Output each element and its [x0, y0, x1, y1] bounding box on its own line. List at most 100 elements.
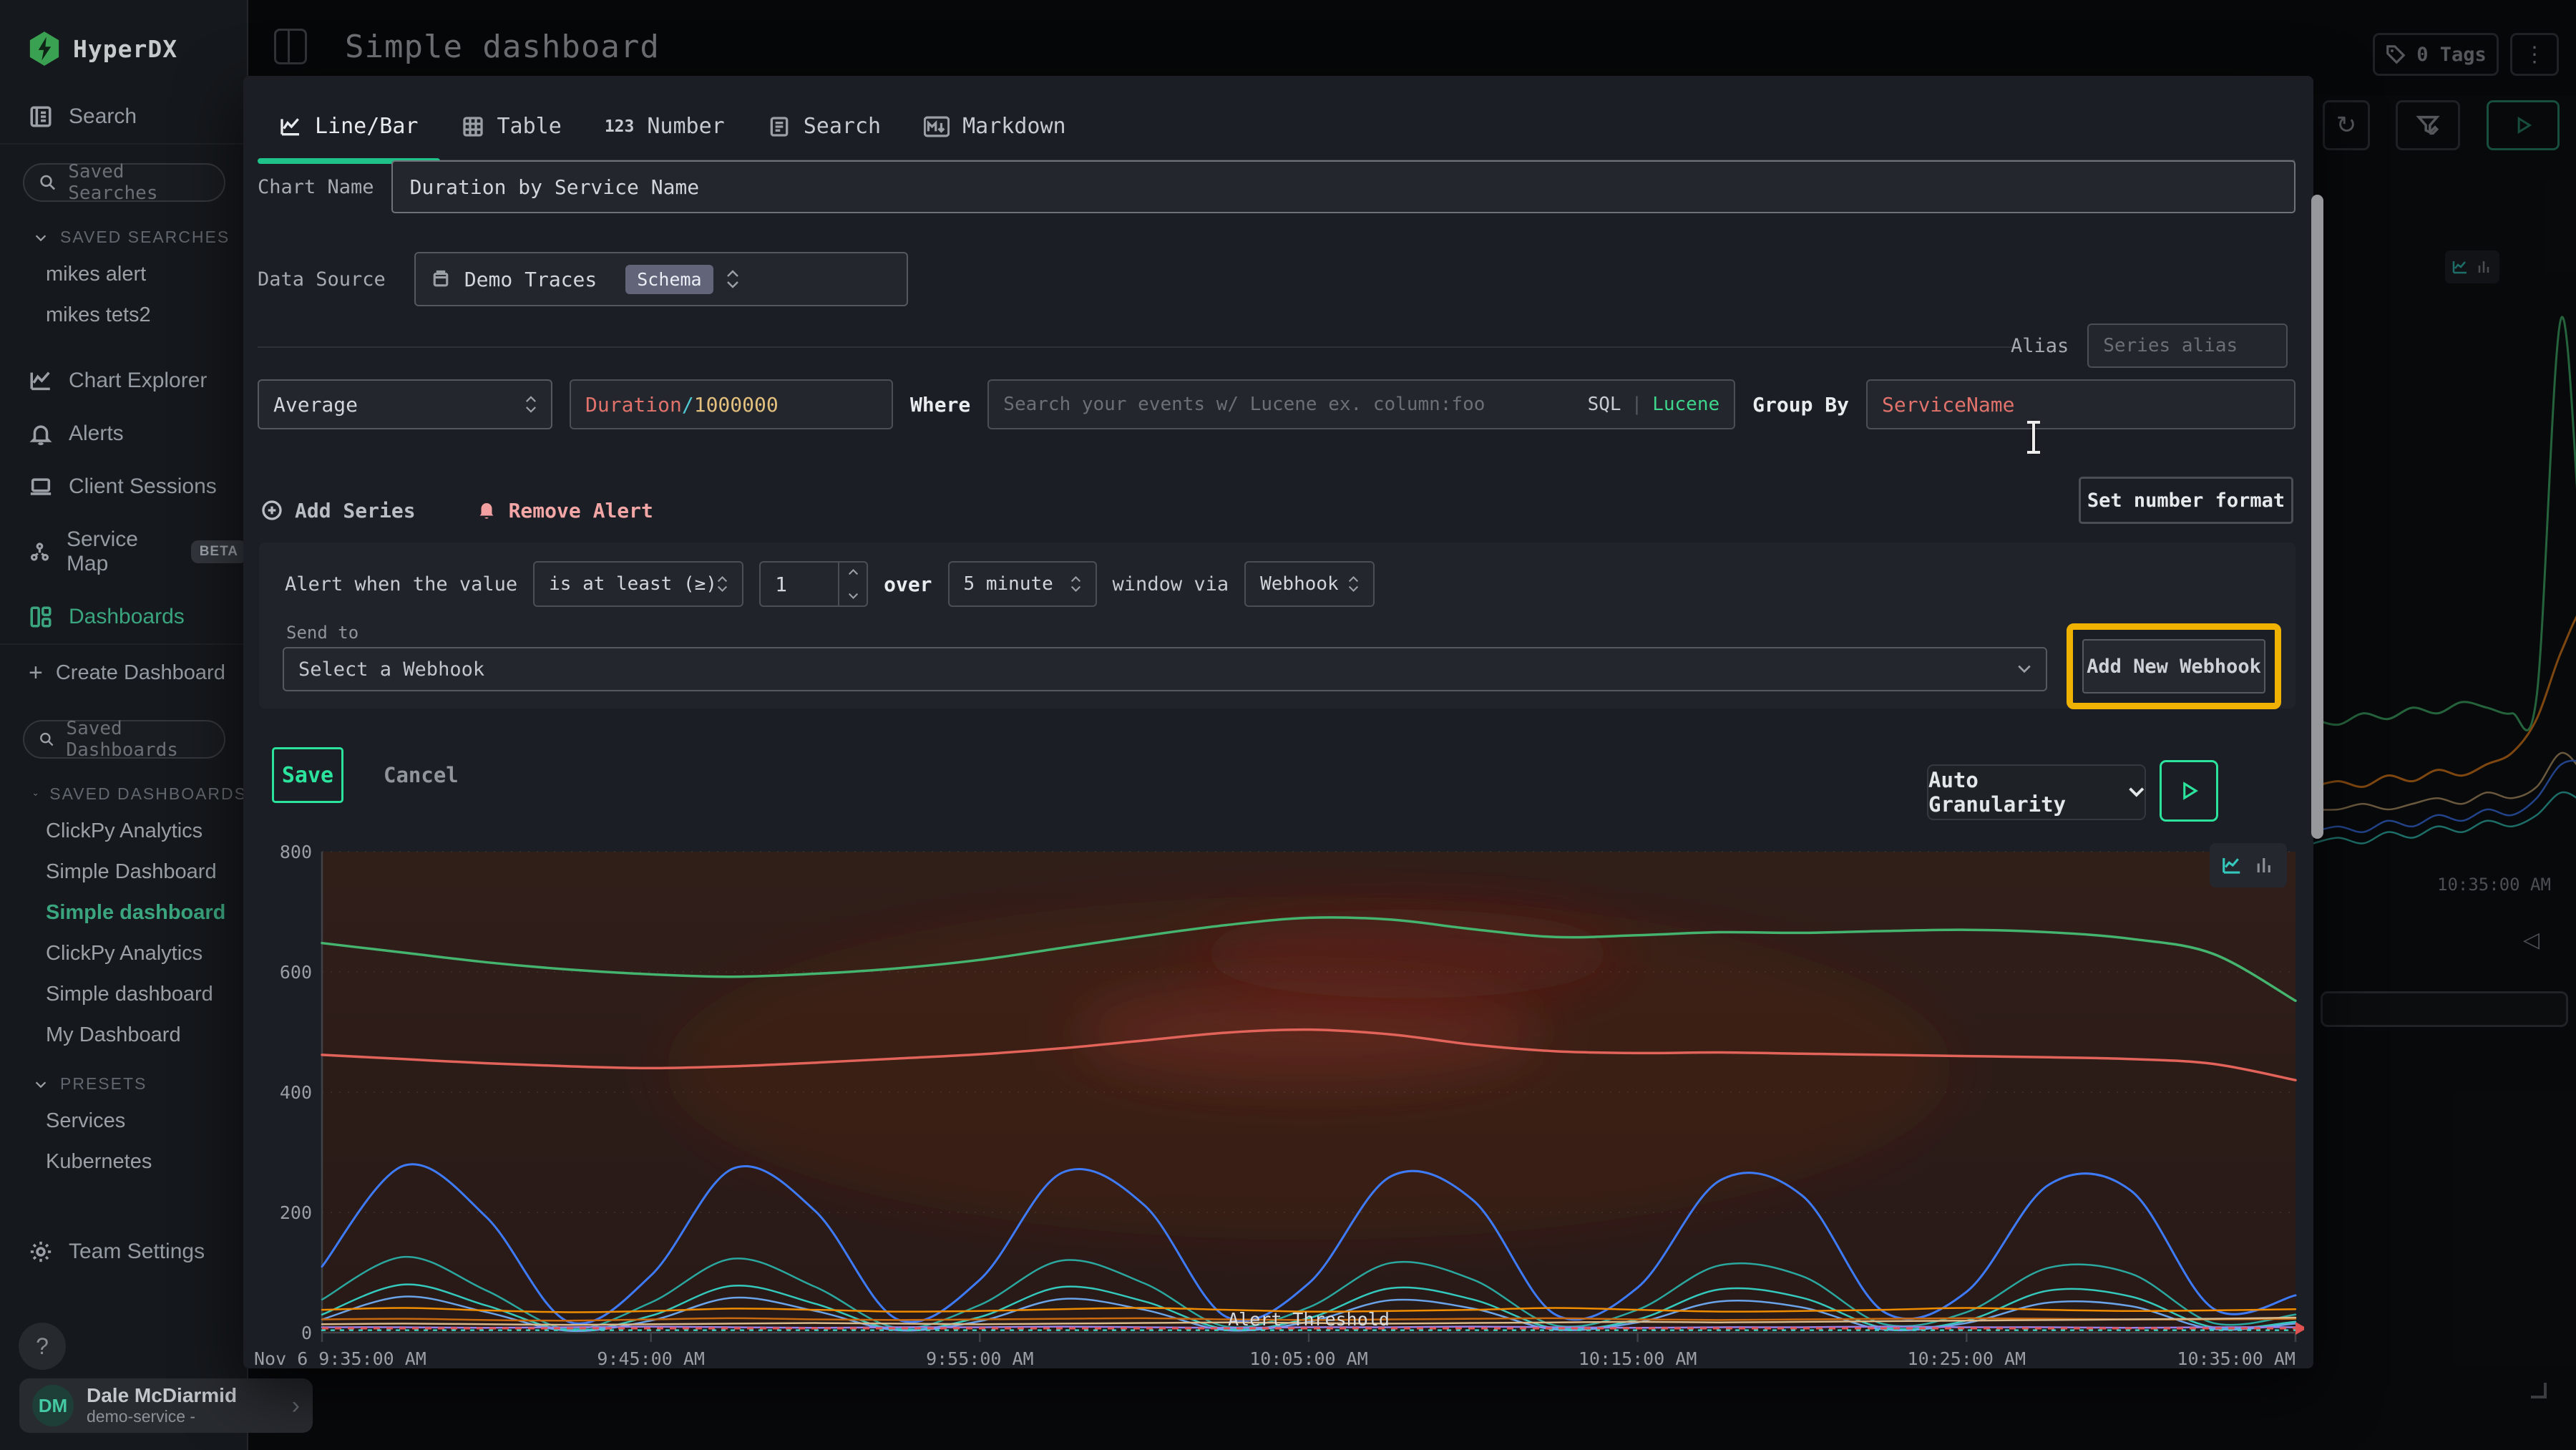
saved-dashboards-header[interactable]: SAVED DASHBOARDS [0, 766, 247, 811]
saved-searches-input[interactable]: Saved Searches [23, 163, 225, 202]
dashboard-item[interactable]: Simple dashboard [0, 974, 247, 1015]
chart-preview: 0200400600800Nov 6 9:35:00 AM9:45:00 AM9… [254, 832, 2304, 1397]
select-chevrons-icon [717, 575, 728, 593]
dashboard-item[interactable]: Simple Dashboard [0, 852, 247, 892]
bar-chart-icon [2254, 855, 2275, 876]
svg-text:Alert Threshold: Alert Threshold [1228, 1309, 1390, 1330]
sidebar-item-alerts[interactable]: Alerts [0, 407, 247, 460]
svg-text:10:05:00 AM: 10:05:00 AM [1249, 1348, 1368, 1369]
mouse-cursor-ibeam [2032, 421, 2035, 454]
database-icon [430, 268, 452, 290]
saved-dashboards-input[interactable]: Saved Dashboards [23, 720, 225, 759]
preset-item[interactable]: Services [0, 1101, 247, 1142]
data-source-select[interactable]: Demo Traces Schema [414, 252, 908, 306]
chevron-down-icon [33, 230, 49, 245]
dashboard-item[interactable]: My Dashboard [0, 1015, 247, 1056]
brand-logo-row[interactable]: HyperDX [0, 0, 247, 90]
add-series-button[interactable]: Add Series [260, 499, 416, 522]
search-list-icon [768, 115, 791, 138]
svg-text:9:45:00 AM: 9:45:00 AM [597, 1348, 705, 1369]
channel-select[interactable]: Webhook [1244, 561, 1375, 607]
bell-icon [476, 499, 497, 522]
svg-text:Nov 6 9:35:00 AM: Nov 6 9:35:00 AM [254, 1348, 426, 1369]
edit-chart-modal: Line/Bar Table 123 Number Search Markdow… [243, 76, 2313, 1368]
number-123-icon: 123 [605, 117, 635, 136]
user-subtitle: demo-service - [87, 1407, 237, 1426]
threshold-value-input[interactable]: 1 [759, 561, 868, 607]
service-map-icon [29, 540, 51, 564]
chart-type-tabs: Line/Bar Table 123 Number Search Markdow… [258, 93, 2295, 162]
search-icon [39, 172, 57, 193]
dashboard-item[interactable]: ClickPy Analytics [0, 811, 247, 852]
group-by-input[interactable]: ServiceName [1866, 379, 2296, 429]
sidebar-item-chart-explorer[interactable]: Chart Explorer [0, 354, 247, 407]
save-button[interactable]: Save [272, 747, 343, 803]
svg-text:800: 800 [280, 842, 312, 862]
chevron-down-icon [33, 787, 38, 802]
sidebar-item-client-sessions[interactable]: Client Sessions [0, 460, 247, 513]
brand-name: HyperDX [73, 35, 177, 63]
laptop-icon [29, 475, 53, 499]
tab-line-bar[interactable]: Line/Bar [258, 93, 440, 160]
add-new-webhook-button[interactable]: Add New Webhook [2082, 639, 2265, 694]
chart-type-toggle[interactable] [2210, 843, 2287, 887]
beta-badge: BETA [191, 540, 247, 563]
chart-name-input[interactable]: Duration by Service Name [391, 160, 2296, 213]
remove-alert-button[interactable]: Remove Alert [476, 499, 653, 522]
add-new-webhook-highlight: Add New Webhook [2067, 623, 2281, 709]
help-button[interactable]: ? [19, 1323, 66, 1370]
sidebar-item-dashboards[interactable]: Dashboards [0, 590, 247, 643]
cancel-button[interactable]: Cancel [384, 747, 459, 803]
presets-header[interactable]: PRESETS [0, 1056, 247, 1101]
number-stepper[interactable] [838, 563, 867, 605]
gear-icon [29, 1240, 53, 1264]
chevron-down-icon [33, 1076, 49, 1092]
saved-searches-header[interactable]: SAVED SEARCHES [0, 209, 247, 254]
set-number-format-button[interactable]: Set number format [2079, 477, 2293, 524]
comparator-select[interactable]: is at least (≥) [533, 561, 743, 607]
chevron-down-icon [2017, 664, 2031, 674]
sidebar: HyperDX Search Saved Searches SAVED SEAR… [0, 0, 248, 1450]
app-root: Simple dashboard 0 Tags ⋮ ↻ 10:35:00 AM … [0, 0, 2576, 1450]
select-chevrons-icon [1070, 575, 1081, 593]
dashboard-item[interactable]: ClickPy Analytics [0, 933, 247, 974]
plus-icon: + [29, 659, 43, 687]
field-expression-input[interactable]: Duration/1000000 [570, 379, 893, 429]
chart-name-label: Chart Name [258, 176, 374, 198]
alert-lead-label: Alert when the value [285, 573, 517, 595]
modal-scrollbar[interactable] [2311, 195, 2323, 839]
chevron-down-icon [2128, 786, 2145, 799]
granularity-select[interactable]: Auto Granularity [1927, 764, 2146, 820]
search-icon [39, 729, 54, 749]
tab-table[interactable]: Table [440, 93, 583, 160]
alias-input[interactable]: Series alias [2087, 323, 2288, 368]
window-select[interactable]: 5 minute [948, 561, 1097, 607]
svg-text:600: 600 [280, 962, 312, 983]
plus-circle-icon [260, 499, 283, 522]
dashboard-item-active[interactable]: Simple dashboard [0, 892, 247, 933]
saved-search-item[interactable]: mikes alert [0, 254, 247, 295]
webhook-select[interactable]: Select a Webhook [283, 647, 2047, 691]
table-icon [462, 115, 484, 138]
tab-markdown[interactable]: Markdown [902, 93, 1088, 160]
sidebar-item-search[interactable]: Search [0, 90, 247, 143]
lucene-option[interactable]: Lucene [1652, 394, 1719, 415]
query-language-switch[interactable]: SQL | Lucene [1588, 394, 1720, 415]
tab-search[interactable]: Search [746, 93, 902, 160]
aggregation-select[interactable]: Average [258, 379, 552, 429]
over-label: over [884, 573, 932, 596]
sidebar-item-service-map[interactable]: Service Map BETA [0, 513, 247, 590]
sidebar-item-team-settings[interactable]: Team Settings [0, 1225, 247, 1278]
tab-number[interactable]: 123 Number [583, 93, 746, 160]
dashboards-icon [29, 605, 53, 629]
create-dashboard-button[interactable]: + Create Dashboard [0, 645, 247, 701]
svg-text:200: 200 [280, 1202, 312, 1223]
saved-search-item[interactable]: mikes tets2 [0, 295, 247, 336]
preset-item[interactable]: Kubernetes [0, 1142, 247, 1182]
run-chart-button[interactable] [2160, 760, 2218, 822]
send-to-label: Send to [286, 623, 358, 643]
sql-option[interactable]: SQL [1588, 394, 1621, 415]
where-search-input[interactable]: Search your events w/ Lucene ex. column:… [987, 379, 1735, 429]
hyperdx-logo-icon [29, 31, 60, 66]
search-doc-icon [29, 104, 53, 129]
